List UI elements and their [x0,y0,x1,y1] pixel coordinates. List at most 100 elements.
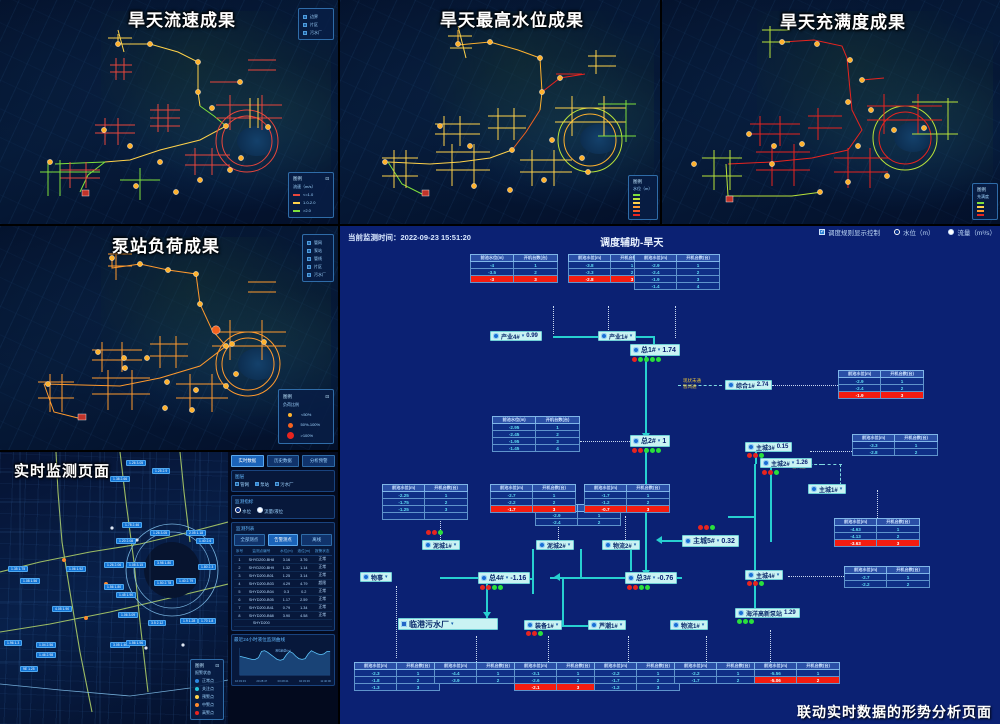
monitor-label[interactable]: 1.78 2.46 [122,522,143,528]
chevron-down-icon[interactable]: ▾ [657,347,661,353]
monitor-label[interactable]: 1.26 3.05 [150,530,171,536]
node-lingang-plant[interactable]: 临港污水厂 ▾ [398,618,498,630]
node-wushi[interactable]: 物事 ▾ [360,572,392,582]
monitor-list-table[interactable]: 序号 监测点编号 水位(m) 液位(m) 报警状态 1 SHYD200-BH8 3.… [234,548,332,627]
chevron-down-icon[interactable]: ▾ [505,575,509,581]
table-row[interactable]: 5 SHYD200-B04 0.3 0.2 正常 [234,587,332,596]
node-zong-1[interactable]: 总1# ▾ 1.74 [630,344,680,356]
table-row[interactable]: 4 SHYD200-B03 4.29 4.79 超限 [234,579,332,588]
layer-checkbox[interactable] [307,273,311,277]
fullness-legend[interactable]: 图例 充满度 [972,183,998,220]
layer-checkbox[interactable] [303,31,307,35]
tab-realtime-data[interactable]: 实时数据 [231,455,264,467]
tab-history-data[interactable]: 历史数据 [266,455,300,467]
monitor-label[interactable]: 1.56 1.80 [104,584,125,590]
node-chanye-4[interactable]: 产业4# ▾ 0.99 [490,331,542,341]
table-row[interactable]: 8 SHYD200-B68 3.90 4.58 正常 [234,611,332,620]
pump-layer-legend[interactable]: 管网 泵站 管线 片区 污水厂 [302,234,334,282]
node-zhucheng-3[interactable]: 主城3# 0.15 [745,442,793,452]
chevron-down-icon[interactable]: ▾ [521,333,525,339]
node-nicheng-1[interactable]: 泥城1# ▾ [422,540,461,550]
chevron-down-icon[interactable]: ▾ [385,574,388,580]
radio-icon[interactable] [893,229,900,235]
monitor-label[interactable]: 1.40 2.79 [176,578,197,584]
chevron-down-icon[interactable]: ▾ [567,542,571,548]
checkbox-icon[interactable] [818,228,825,235]
monitor-label[interactable]: 1.35 1.75 [8,566,29,572]
monitor-label[interactable]: 1.08 1.56 [20,578,41,584]
chevron-down-icon[interactable]: ▾ [657,438,661,444]
monitor-label[interactable]: 1.06 1.92 [66,566,87,572]
chevron-down-icon[interactable]: ▾ [555,622,559,628]
monitor-label[interactable]: 1.70 1.8 [198,618,217,624]
node-zonghe-1[interactable]: 综合1# 2.74 [725,380,773,390]
layer-checkbox[interactable] [307,249,311,253]
filter-alarm-points[interactable]: 告警测点 [267,534,299,546]
collapse-icon[interactable]: ⊡ [325,176,329,182]
monitor-label[interactable]: 1.80 2.3 [198,564,217,570]
chevron-down-icon[interactable]: ▾ [633,542,637,548]
chevron-down-icon[interactable]: ▾ [701,622,705,628]
monitor-label[interactable]: 1.04 2.56 [36,642,57,648]
chevron-down-icon[interactable]: ▾ [791,460,795,466]
table-row[interactable]: 3 SHYD200-B01 1.25 3.14 正常 [234,571,332,580]
monitor-label[interactable]: 1.9 1.28 [180,618,199,624]
layer-checkbox-plant[interactable] [275,482,280,486]
node-zhucheng-2[interactable]: 主城2# ▾ 1.26 [760,458,812,468]
collapse-icon[interactable]: ⊡ [215,663,219,669]
node-zong-4[interactable]: 总4# ▾ -1.16 [478,572,531,584]
radio-water-level[interactable]: 水位（m） [893,227,934,237]
table-row[interactable]: 7 SHYD200-B41 0.79 1.34 正常 [234,603,332,612]
monitor-label[interactable]: 1.26 2.06 [104,562,125,568]
table-row[interactable]: SHYD200 [234,619,332,627]
monitor-label[interactable]: 1.20 2.08 [116,538,137,544]
monitor-label[interactable]: 1.06 3.09 [118,612,139,618]
layer-legend-velocity[interactable]: 边界 片区 污水厂 [298,8,334,40]
monitor-label[interactable]: 1.08 3.15 [126,562,147,568]
monitor-label[interactable]: 1.56 1.96 [126,640,147,646]
layer-checkbox[interactable] [303,23,307,27]
chevron-down-icon[interactable]: ▾ [839,486,843,492]
radio-flow[interactable]: 流量（m³/s） [948,227,996,237]
node-wuliu-2[interactable]: 物流2# ▾ [602,540,641,550]
toggle-rule-display[interactable]: 调度规则显示控制 [818,227,880,237]
layer-checkbox-pipes[interactable] [235,482,239,486]
metric-radio-flow[interactable] [257,507,264,513]
node-zong-3[interactable]: 总3# ▾ -0.76 [625,572,678,584]
monitor-label[interactable]: 1.40 2.6 [196,538,215,544]
collapse-icon[interactable]: ⊡ [325,394,329,400]
chevron-down-icon[interactable]: ▾ [629,333,633,339]
pump-load-legend[interactable]: 图例 ⊡ 负荷比例 <50% 50%-100% >100% [278,389,334,444]
monitor-label[interactable]: 2.05 1.18 [186,530,207,536]
chevron-down-icon[interactable]: ▾ [451,621,454,627]
node-chanye-1[interactable]: 产业1# ▾ [598,331,637,341]
layer-checkbox[interactable] [307,257,311,261]
max-level-legend[interactable]: 图例 水位（m） [628,175,658,220]
monitor-label[interactable]: 1.45 1.90 [116,592,137,598]
metric-radio-level[interactable] [235,507,241,513]
monitor-label[interactable]: 1.46 2.98 [36,652,57,658]
monitor-label[interactable]: 1.96 1.3 [4,640,23,646]
filter-offline[interactable]: 离线 [301,534,333,546]
node-zong-2[interactable]: 总2# ▾ 1 [630,435,671,447]
chevron-down-icon[interactable]: ▾ [716,538,720,544]
layer-checkbox[interactable] [303,15,307,19]
monitor-label[interactable]: 9E 1.25 [20,666,38,672]
chevron-down-icon[interactable]: ▾ [652,575,656,581]
chevron-down-icon[interactable]: ▾ [776,572,780,578]
monitor-list-body[interactable]: 1 SHYD200-BH8 3.16 3.76 正常 2 SHYD200-BH9 1.32 1.… [234,555,332,627]
monitor-label[interactable]: 3.98 1.80 [154,560,175,566]
monitor-label[interactable]: 4.05 1.90 [52,606,73,612]
node-luchao-1[interactable]: 芦潮1# ▾ [588,620,627,630]
display-toolbar[interactable]: 调度规则显示控制 水位（m） 流量（m³/s） [818,226,996,240]
tab-analysis-alert[interactable]: 分析预警 [302,455,336,467]
monitor-label[interactable]: 3.5 2.12 [148,620,167,626]
filter-all-points[interactable]: 全部测点 [234,534,265,546]
velocity-legend[interactable]: 图例 ⊡ 流速（m/s） <=1.0 1.0-2.0 >2.0 [288,172,334,218]
layer-checkbox[interactable] [307,241,311,245]
chevron-down-icon[interactable]: ▾ [619,622,623,628]
node-zhucheng-1[interactable]: 主城1# ▾ [808,484,847,494]
realtime-legend[interactable]: 图例 ⊡ 报警状态 正常点 关注点 预警点 中警点 高警点 [190,659,224,720]
realtime-tabs[interactable]: 实时数据 历史数据 分析预警 [231,455,336,467]
monitor-label[interactable]: 1.25 2.9 [152,468,171,474]
